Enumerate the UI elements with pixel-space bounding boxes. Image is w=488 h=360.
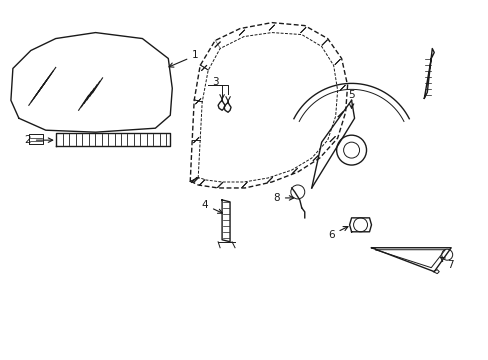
Text: 3: 3 — [211, 77, 218, 87]
Text: 2: 2 — [24, 135, 53, 145]
Text: 8: 8 — [273, 193, 293, 203]
Text: 7: 7 — [440, 257, 453, 270]
Text: 5: 5 — [347, 90, 354, 108]
Text: 1: 1 — [169, 50, 199, 67]
Text: 6: 6 — [327, 226, 347, 240]
Text: 4: 4 — [201, 200, 222, 213]
